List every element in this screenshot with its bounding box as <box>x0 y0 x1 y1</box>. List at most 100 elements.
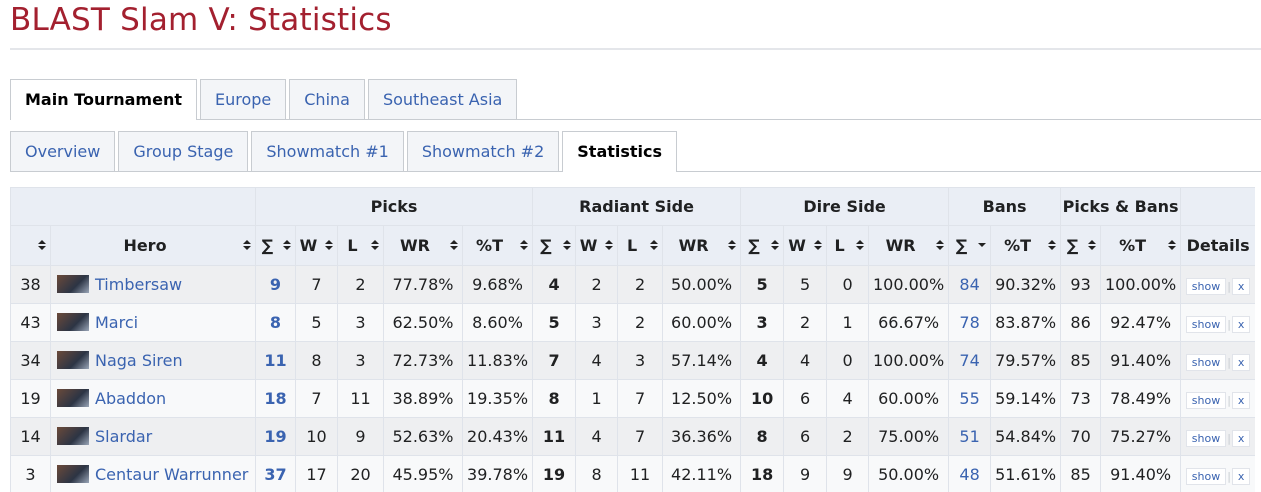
stat-cell: 77.78% <box>383 265 463 304</box>
stat-cell: 8 <box>255 303 296 342</box>
hero-link[interactable]: Naga Siren <box>95 351 183 370</box>
stat-cell: 43 <box>10 303 51 342</box>
sort-header[interactable]: L <box>617 225 664 266</box>
stat-cell: 8 <box>532 379 577 418</box>
stat-cell: 93 <box>1060 265 1102 304</box>
tab[interactable]: China <box>289 79 365 119</box>
sort-header[interactable]: L <box>337 225 384 266</box>
sort-header[interactable]: %T <box>990 225 1062 266</box>
hero-link[interactable]: Marci <box>95 313 139 332</box>
stats-table-wrap: Picks Radiant Side Dire Side Bans Picks & Ba… <box>10 187 1255 492</box>
stat-link[interactable]: 37 <box>264 465 287 484</box>
stat-link[interactable]: 9 <box>269 275 282 294</box>
sort-header[interactable]: ∑ <box>255 225 296 266</box>
show-button[interactable]: show <box>1185 316 1227 333</box>
show-button[interactable]: show <box>1185 278 1227 295</box>
show-button[interactable]: show <box>1185 354 1227 371</box>
sort-header[interactable]: WR <box>383 225 463 266</box>
stat-link[interactable]: 11 <box>264 351 287 370</box>
stat-cell: 73 <box>1060 379 1102 418</box>
close-button[interactable]: x <box>1231 392 1251 409</box>
stat-cell: 2 <box>617 303 664 342</box>
header-cell <box>10 187 256 226</box>
sort-header[interactable]: %T <box>461 225 534 266</box>
stat-link[interactable]: 51 <box>959 427 980 446</box>
stat-cell: 18 <box>740 455 785 492</box>
column-label: ∑ <box>261 236 274 255</box>
stat-link[interactable]: 19 <box>264 427 287 446</box>
stat-cell: 50.00% <box>868 455 950 492</box>
tab[interactable]: Showmatch #1 <box>251 131 404 171</box>
group-header: Radiant Side <box>532 187 742 226</box>
details-cell: show | x <box>1180 379 1255 418</box>
close-button[interactable]: x <box>1231 430 1251 447</box>
sort-header[interactable]: ∑ <box>532 225 577 266</box>
column-label: L <box>626 236 638 255</box>
sort-header[interactable]: W <box>783 225 828 266</box>
sort-header[interactable]: WR <box>662 225 742 266</box>
show-button[interactable]: show <box>1185 392 1227 409</box>
stat-cell: 83.87% <box>990 303 1062 342</box>
stat-link[interactable]: 8 <box>269 313 282 332</box>
close-button[interactable]: x <box>1231 316 1251 333</box>
sort-header[interactable]: Hero <box>50 225 256 266</box>
stat-cell: 10 <box>740 379 785 418</box>
sort-header[interactable]: %T <box>1100 225 1182 266</box>
stat-link[interactable]: 55 <box>959 389 980 408</box>
tab[interactable]: Main Tournament <box>10 79 197 120</box>
stat-cell: 4 <box>532 265 577 304</box>
stat-cell: 4 <box>783 341 828 380</box>
tab[interactable]: Showmatch #2 <box>406 131 560 171</box>
tab[interactable]: Southeast Asia <box>367 79 518 119</box>
tab[interactable]: Statistics <box>562 131 678 172</box>
group-header: Picks <box>254 187 534 226</box>
stat-cell: 0 <box>826 341 870 380</box>
tab[interactable]: Europe <box>199 79 287 119</box>
sort-header[interactable]: W <box>295 225 338 266</box>
column-label: W <box>299 236 318 255</box>
stat-link[interactable]: 84 <box>959 275 980 294</box>
stat-cell: 8.60% <box>461 303 534 342</box>
sort-header[interactable]: WR <box>868 225 950 266</box>
stat-cell: 4 <box>826 379 870 418</box>
stat-cell: 8 <box>740 417 785 456</box>
stat-link[interactable]: 78 <box>959 313 980 332</box>
column-label: WR <box>678 236 709 255</box>
stat-link[interactable]: 18 <box>264 389 287 408</box>
sort-header[interactable] <box>10 225 51 266</box>
details-cell: show | x <box>1180 417 1255 456</box>
close-button[interactable]: x <box>1231 468 1251 485</box>
stat-cell: 7 <box>532 341 577 380</box>
stat-cell: 78.49% <box>1100 379 1182 418</box>
sort-header[interactable]: L <box>826 225 870 266</box>
stat-cell: 5 <box>532 303 577 342</box>
show-button[interactable]: show <box>1185 430 1227 447</box>
stat-cell: 19 <box>532 455 577 492</box>
stats-table: Picks Radiant Side Dire Side Bans Picks & Ba… <box>10 187 1255 492</box>
stat-link[interactable]: 74 <box>959 351 980 370</box>
stat-cell: 1 <box>826 303 870 342</box>
stat-cell: 11 <box>337 379 384 418</box>
hero-row: 43 Marci 8 5 3 62.50% 8.60% 5 3 2 60.00% 3 2 1 66.67% 7… <box>10 303 1255 342</box>
sort-header[interactable]: W <box>575 225 619 266</box>
hero-link[interactable]: Abaddon <box>95 389 167 408</box>
header-cell <box>1180 187 1255 226</box>
stat-cell: 10 <box>295 417 338 456</box>
tab[interactable]: Group Stage <box>118 131 249 171</box>
stat-cell: 78 <box>948 303 992 342</box>
hero-link[interactable]: Slardar <box>95 427 153 446</box>
sort-header[interactable]: ∑ <box>948 225 992 266</box>
hero-link[interactable]: Timbersaw <box>95 275 183 294</box>
stat-cell: 36.36% <box>662 417 742 456</box>
hero-link[interactable]: Centaur Warrunner <box>95 465 249 484</box>
stat-link[interactable]: 48 <box>959 465 980 484</box>
hero-icon <box>57 465 89 483</box>
tab[interactable]: Overview <box>10 131 116 171</box>
stat-cell: 85 <box>1060 341 1102 380</box>
show-button[interactable]: show <box>1185 468 1227 485</box>
close-button[interactable]: x <box>1231 354 1251 371</box>
close-button[interactable]: x <box>1231 278 1251 295</box>
sort-header[interactable]: ∑ <box>740 225 785 266</box>
sort-header[interactable]: ∑ <box>1060 225 1102 266</box>
page-title: BLAST Slam V: Statistics <box>10 2 392 38</box>
